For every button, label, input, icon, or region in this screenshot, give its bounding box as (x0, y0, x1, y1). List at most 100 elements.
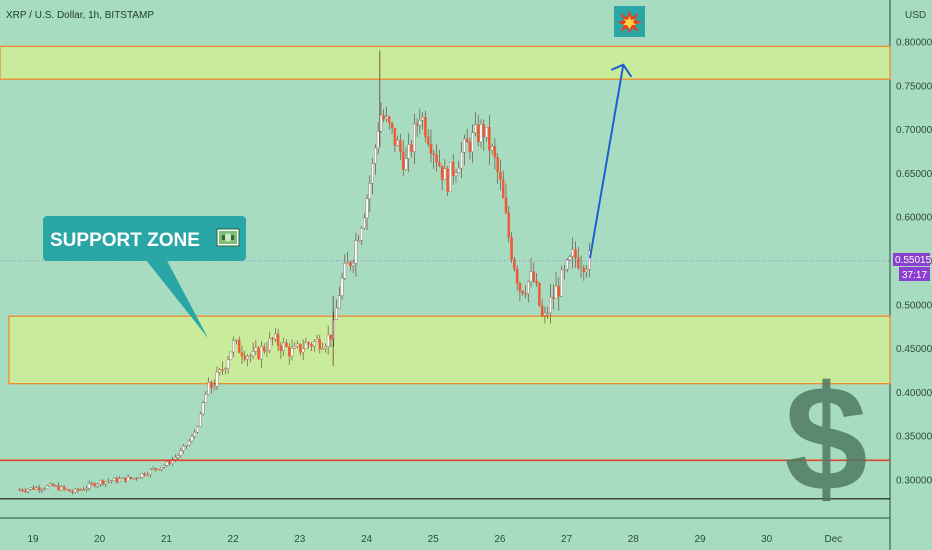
candle (543, 313, 547, 316)
candle (335, 307, 338, 320)
candle (246, 356, 249, 360)
countdown-tag: 37:17 (899, 267, 930, 281)
candle (112, 478, 116, 481)
candle (310, 344, 313, 347)
candle (349, 262, 352, 266)
candle (140, 473, 144, 478)
support-zone-callout[interactable]: SUPPORT ZONE (43, 216, 246, 338)
candle (185, 445, 188, 447)
candle (399, 140, 402, 153)
candle (479, 124, 483, 143)
candle (254, 347, 258, 352)
candle (137, 477, 141, 479)
candle (101, 480, 105, 485)
candle (90, 483, 94, 485)
candle (279, 345, 283, 352)
candle (468, 142, 472, 152)
candle (37, 487, 41, 491)
candle (393, 127, 397, 146)
candle (507, 212, 511, 238)
candle (301, 348, 305, 353)
candle (410, 144, 413, 152)
candle (521, 291, 524, 294)
candle (513, 259, 516, 270)
candle (229, 351, 233, 360)
money-banknote-icon (216, 228, 240, 247)
candle (168, 461, 171, 464)
x-tick-label: 24 (361, 534, 373, 545)
candle (21, 489, 24, 491)
candle (115, 478, 119, 482)
candle (574, 249, 577, 259)
candle (482, 124, 486, 138)
candle (171, 459, 174, 464)
projection-arrow[interactable] (588, 64, 625, 259)
candle (321, 348, 324, 350)
candle (199, 413, 202, 428)
candle (154, 468, 158, 470)
candle (376, 131, 380, 149)
y-tick-label: 0.40000 (896, 388, 932, 399)
candle (501, 179, 505, 199)
candle (382, 114, 385, 120)
candle (454, 172, 458, 176)
x-tick-label: 23 (294, 534, 306, 545)
candle (324, 346, 327, 349)
support-zone[interactable] (8, 315, 891, 385)
candle (552, 297, 555, 299)
candle (196, 426, 199, 433)
x-tick-label: 26 (494, 534, 506, 545)
candle (193, 431, 196, 437)
candle (54, 485, 58, 487)
y-tick-label: 0.75000 (896, 81, 932, 92)
candle (488, 127, 491, 151)
candle (265, 350, 269, 352)
candle (232, 340, 235, 353)
candle (546, 312, 549, 315)
candle (318, 339, 322, 350)
candle (518, 283, 522, 292)
candle (48, 483, 52, 486)
resistance-zone[interactable] (0, 45, 891, 80)
candle (476, 124, 480, 143)
candle (532, 271, 536, 282)
candle (343, 262, 347, 279)
current-price-tag: 0.55015 (893, 253, 932, 266)
candle (354, 240, 358, 264)
candle (268, 338, 272, 351)
candle (357, 240, 360, 242)
candle (529, 271, 533, 282)
x-tick-label: Dec (825, 534, 843, 545)
symbol-title[interactable]: XRP / U.S. Dollar, 1h, BITSTAMP (6, 10, 154, 21)
candle (204, 394, 208, 403)
candle (124, 477, 127, 482)
candle (296, 343, 299, 347)
candle (249, 355, 252, 357)
candle (82, 489, 85, 491)
candle (446, 168, 449, 192)
candle (62, 486, 66, 490)
candle (490, 146, 494, 151)
candle (465, 138, 469, 143)
x-tick-label: 20 (94, 534, 106, 545)
candle (218, 369, 222, 373)
candle (143, 473, 146, 476)
candle (360, 227, 363, 241)
candle (540, 305, 544, 316)
candle (262, 346, 266, 352)
candle (51, 483, 55, 487)
candle (526, 281, 530, 294)
candle (226, 359, 230, 369)
x-tick-label: 27 (561, 534, 573, 545)
candle (174, 457, 177, 460)
callout-pointer (142, 255, 208, 338)
candle (235, 339, 238, 342)
candle (287, 346, 291, 357)
y-tick-label: 0.65000 (896, 169, 932, 180)
candle (99, 480, 102, 485)
candle (515, 269, 519, 284)
candle (304, 342, 308, 349)
candle (71, 491, 74, 493)
candle (299, 343, 302, 353)
